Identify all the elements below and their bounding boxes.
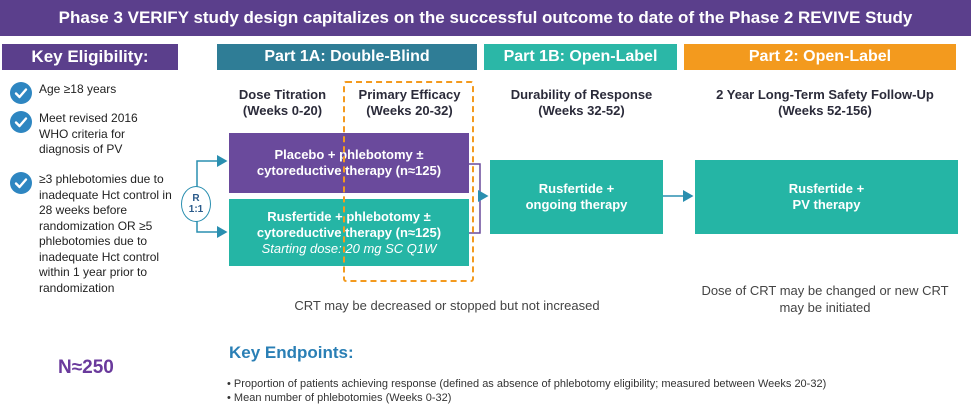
endpoint-item-response: • Proportion of patients achieving respo…	[227, 378, 827, 390]
part-1b-therapy-line2: ongoing therapy	[525, 197, 628, 212]
placebo-arm-line2: cytoreductive therapy (n≈125)	[256, 163, 442, 178]
randomization-letter: R	[192, 193, 200, 204]
endpoint-text: Proportion of patients achieving respons…	[233, 378, 827, 390]
crt-note-part2: Dose of CRT may be changed or new CRT ma…	[701, 283, 949, 315]
randomization-node: R 1:1	[181, 186, 211, 222]
primary-efficacy-window	[343, 81, 474, 282]
rusfertide-arm-line1: Rusfertide + phlebotomy ±	[267, 208, 431, 224]
eligibility-item-who: Meet revised 2016 WHO criteria for diagn…	[10, 111, 180, 158]
eligibility-header: Key Eligibility:	[2, 44, 178, 70]
check-icon	[10, 82, 32, 104]
sample-size: N≈250	[58, 357, 114, 378]
part-2-therapy-line2: PV therapy	[792, 197, 861, 212]
endpoints-header: Key Endpoints:	[229, 343, 354, 362]
part-2-therapy-line1: Rusfertide +	[788, 181, 865, 196]
page-title: Phase 3 VERIFY study design capitalizes …	[0, 0, 971, 36]
rusfertide-arm-box: Rusfertide + phlebotomy ± cytoreductive …	[229, 199, 469, 266]
check-icon	[10, 172, 32, 194]
part-1b-therapy-line1: Rusfertide +	[538, 181, 615, 196]
endpoint-item-phlebotomies: • Mean number of phlebotomies (Weeks 0-3…	[227, 392, 452, 404]
part-1b-header: Part 1B: Open-Label	[484, 44, 677, 70]
part-1b-therapy-box: Rusfertide + ongoing therapy	[490, 160, 663, 234]
part-2-therapy-box: Rusfertide + PV therapy	[695, 160, 958, 234]
part-1a-header: Part 1A: Double-Blind	[217, 44, 477, 70]
dose-titration-label: Dose Titration (Weeks 0-20)	[238, 87, 327, 118]
followup-label: 2 Year Long-Term Safety Follow-Up (Weeks …	[716, 87, 934, 118]
eligibility-text: Meet revised 2016 WHO criteria for diagn…	[39, 111, 138, 156]
eligibility-text: Age ≥18 years	[39, 82, 117, 96]
check-icon	[10, 111, 32, 133]
eligibility-item-age: Age ≥18 years	[10, 82, 180, 104]
endpoint-text: Mean number of phlebotomies (Weeks 0-32)	[233, 392, 452, 404]
eligibility-item-phlebotomies: ≥3 phlebotomies due to inadequate Hct co…	[10, 172, 180, 296]
durability-label: Durability of Response (Weeks 32-52)	[510, 87, 653, 118]
rusfertide-arm-line2: cytoreductive therapy (n≈125)	[256, 224, 442, 240]
part-2-header: Part 2: Open-Label	[684, 44, 956, 70]
eligibility-text: ≥3 phlebotomies due to inadequate Hct co…	[39, 172, 172, 295]
placebo-arm-box: Placebo + phlebotomy ± cytoreductive the…	[229, 133, 469, 193]
placebo-arm-line1: Placebo + phlebotomy ±	[274, 147, 424, 162]
primary-efficacy-label: Primary Efficacy (Weeks 20-32)	[358, 87, 461, 118]
crt-note-part1: CRT may be decreased or stopped but not …	[294, 298, 600, 313]
randomization-ratio: 1:1	[188, 204, 204, 215]
starting-dose: Starting dose: 20 mg SC Q1W	[261, 240, 437, 256]
